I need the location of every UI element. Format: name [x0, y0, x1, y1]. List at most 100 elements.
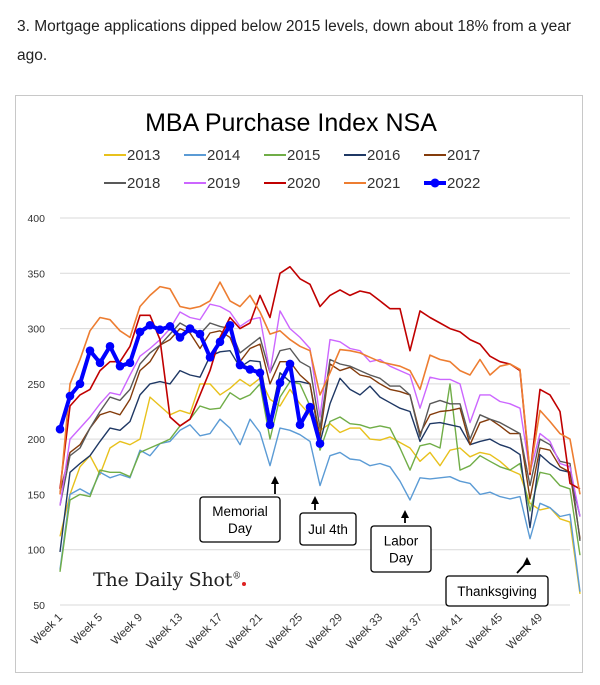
point-2022 [295, 420, 305, 430]
point-2022 [235, 360, 245, 370]
series-line-2020 [59, 265, 581, 490]
x-tick-label: Week 37 [385, 612, 425, 652]
x-tick-label: Week 13 [145, 612, 185, 652]
x-tick-label: Week 41 [425, 612, 465, 652]
y-tick-label: 400 [27, 213, 45, 225]
annotation-text: Jul 4th [308, 522, 348, 537]
point-2022 [165, 322, 175, 331]
chart-frame [15, 95, 583, 673]
x-tick-label: Week 9 [109, 612, 145, 648]
legend-label: 2022 [447, 175, 480, 192]
annotation: Thanksgiving [445, 557, 549, 607]
point-2022 [95, 358, 105, 368]
series-line-2013 [59, 377, 581, 594]
legend-label: 2017 [447, 147, 480, 164]
point-2022 [275, 378, 285, 388]
x-tick-label: Week 45 [465, 612, 505, 652]
legend-item-2013: 2013 [104, 147, 160, 164]
legend-item-2020: 2020 [264, 175, 320, 192]
point-2022 [285, 359, 295, 369]
annotation-box [445, 575, 549, 607]
legend-marker [430, 178, 440, 188]
series-line-2019 [59, 303, 581, 517]
legend-item-2019: 2019 [184, 175, 240, 192]
y-tick-label: 250 [27, 379, 45, 391]
legend-item-2014: 2014 [184, 147, 240, 164]
legend-item-2021: 2021 [344, 175, 400, 192]
point-2022 [75, 379, 85, 389]
annotation: Memorial Day [199, 476, 281, 543]
y-tick-labels: 50 100 150 200 250 300 350 400 [27, 213, 45, 612]
point-2022 [155, 325, 165, 334]
y-tick-label: 300 [27, 324, 45, 336]
point-2022 [205, 353, 215, 362]
legend-item-2015: 2015 [264, 147, 320, 164]
point-2022 [185, 324, 195, 333]
legend-label: 2015 [287, 147, 320, 164]
annotation: Labor Day [370, 510, 432, 573]
annotation-text: Day [228, 521, 252, 536]
annotation-box [370, 525, 432, 573]
point-2022 [305, 402, 315, 412]
legend-item-2017: 2017 [424, 147, 480, 164]
annotation-arrowhead [271, 476, 279, 484]
x-tick-label: Week 25 [265, 612, 305, 652]
registered-mark: ® [232, 571, 242, 582]
logo-dot [242, 582, 247, 586]
legend-label: 2018 [127, 175, 160, 192]
caption: 3. Mortgage applications dipped below 20… [17, 18, 572, 64]
chart-title: MBA Purchase Index NSA [145, 109, 437, 137]
x-tick-label: Week 33 [345, 612, 385, 652]
legend-item-2022: 2022 [424, 175, 480, 192]
y-tick-label: 350 [27, 268, 45, 280]
y-tick-label: 200 [27, 434, 45, 446]
legend-label: 2019 [207, 175, 240, 192]
annotation-text: Memorial [212, 504, 268, 519]
point-2022 [135, 327, 145, 337]
x-tick-label: Week 29 [305, 612, 345, 652]
logo-text: The Daily Shot [93, 569, 233, 591]
point-2022 [255, 368, 265, 378]
annotation-text: Day [389, 551, 413, 566]
annotation-arrowhead [523, 557, 531, 565]
legend-item-2018: 2018 [104, 175, 160, 192]
point-2022 [85, 346, 95, 355]
annotation: Jul 4th [299, 496, 357, 546]
annotation-arrowhead [311, 496, 319, 504]
x-tick-label: Week 17 [185, 612, 225, 652]
series-line-2015 [59, 380, 581, 572]
point-2022 [215, 337, 225, 347]
series-lines [55, 265, 581, 594]
point-2022 [265, 420, 275, 430]
point-2022 [245, 365, 255, 374]
x-tick-label: Week 5 [69, 612, 105, 648]
annotation-box [199, 496, 281, 543]
x-tick-label: Week 21 [225, 612, 265, 652]
annotation-arrowhead [401, 510, 409, 518]
point-2022 [195, 329, 205, 339]
annotation-text: Labor [384, 534, 419, 549]
point-2022 [315, 439, 325, 448]
x-tick-label: Week 49 [505, 612, 545, 652]
x-tick-label: Week 1 [29, 612, 65, 648]
point-2022 [55, 424, 65, 434]
legend-item-2016: 2016 [344, 147, 400, 164]
annotation-box [299, 512, 357, 546]
legend: 2013 2014 2015 2016 2017 2018 2019 2020 2021 2022 [104, 147, 480, 192]
y-tick-label: 150 [27, 489, 45, 501]
legend-label: 2020 [287, 175, 320, 192]
series-line-2021 [59, 281, 581, 495]
point-2022 [225, 320, 235, 330]
point-2022 [115, 361, 125, 371]
legend-label: 2021 [367, 175, 400, 192]
annotation-text: Thanksgiving [457, 584, 537, 599]
annotations: Memorial Day Jul 4th Labor Day Thanksgiving [199, 476, 549, 607]
point-2022 [105, 341, 115, 351]
x-tick-labels: Week 1 Week 5 Week 9 Week 13 Week 17 Week 21 W… [29, 612, 545, 652]
point-2022 [65, 391, 75, 401]
legend-label: 2013 [127, 147, 160, 164]
daily-shot-logo: The Daily Shot® [93, 569, 247, 591]
legend-label: 2016 [367, 147, 400, 164]
point-2022 [125, 358, 135, 368]
